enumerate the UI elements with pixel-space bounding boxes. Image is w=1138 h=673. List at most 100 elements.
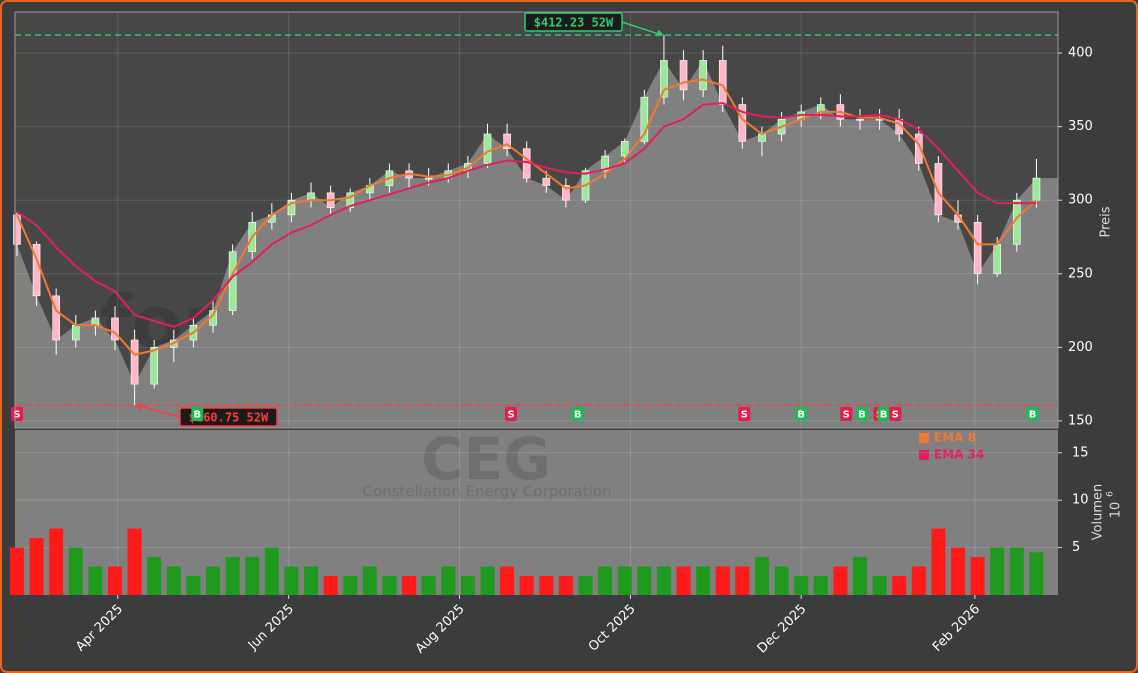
candle-body <box>562 185 570 201</box>
candle-body <box>915 133 923 164</box>
signal-label: S <box>13 410 20 421</box>
volume-bar <box>558 576 573 595</box>
volume-bar <box>441 566 456 595</box>
signal-marker <box>855 407 868 421</box>
signal-label: S <box>843 410 850 421</box>
candle-body <box>307 192 315 201</box>
legend-swatch <box>919 450 929 460</box>
volume-bar <box>598 566 613 595</box>
signal-marker <box>738 407 751 421</box>
watermark-ticker: CEG <box>421 425 551 493</box>
price-panel-border <box>14 11 1059 429</box>
volume-bar <box>421 576 436 595</box>
candle-body <box>150 347 158 385</box>
volume-bar <box>127 528 142 595</box>
signal-label: S <box>741 410 748 421</box>
price-area <box>15 60 1058 429</box>
candle-body <box>91 317 100 326</box>
candle-body <box>660 60 668 98</box>
candle-body <box>483 133 492 164</box>
volume-bar <box>578 576 593 595</box>
annotation-label: $412.23 52W <box>534 16 614 30</box>
volume-bar <box>519 576 534 595</box>
y-tick-label: 5 <box>1072 540 1080 555</box>
candle-body <box>816 104 825 113</box>
y-tick-label: 300 <box>1068 193 1093 208</box>
legend-label: EMA 34 <box>934 448 984 462</box>
volume-bar <box>9 547 24 595</box>
volume-bar <box>931 528 946 595</box>
signal-marker <box>877 407 890 421</box>
volume-bar <box>656 566 671 595</box>
volume-bar <box>264 547 279 595</box>
signal-marker <box>10 407 23 421</box>
signal-label: B <box>858 410 866 421</box>
candle-body <box>640 96 649 142</box>
volume-bar <box>754 557 769 595</box>
signal-marker <box>571 407 584 421</box>
signal-label: S <box>892 410 899 421</box>
candle-body <box>71 324 80 341</box>
volume-bar <box>147 557 162 595</box>
signal-marker <box>505 407 518 421</box>
candle-body <box>856 118 864 121</box>
y-tick-label: 15 <box>1072 445 1089 460</box>
volume-bar <box>284 566 299 595</box>
signal-label: B <box>574 410 582 421</box>
y-tick-label: 10 <box>1072 493 1089 508</box>
volume-bar <box>735 566 750 595</box>
watermark-company: Constellation Energy Corporation <box>362 483 611 501</box>
candle-body <box>287 199 296 216</box>
volume-bar <box>304 566 319 595</box>
y-tick-label: 350 <box>1068 119 1093 134</box>
volume-bar <box>225 557 240 595</box>
candle-body <box>130 339 139 385</box>
signal-label: S <box>507 410 514 421</box>
ema-line <box>16 102 1037 328</box>
y-tick-label: 150 <box>1068 413 1093 428</box>
volume-bar <box>88 566 103 595</box>
ema-line <box>16 78 1038 356</box>
volume-bar <box>186 576 201 595</box>
volume-bar <box>362 566 377 595</box>
arrow-head <box>656 29 664 37</box>
volume-bar <box>480 566 495 595</box>
annotation-label: $160.75 52W <box>189 411 269 425</box>
volume-bar <box>1009 547 1024 595</box>
volume-bar <box>637 566 652 595</box>
volume-bar <box>676 566 691 595</box>
volume-bar <box>245 557 260 595</box>
volume-bar <box>696 566 711 595</box>
volume-bar <box>29 538 44 595</box>
annotation-arrow <box>136 404 181 418</box>
y-tick-label: 400 <box>1068 46 1093 61</box>
candle-body <box>679 60 688 91</box>
volume-bar <box>1029 552 1044 595</box>
candle-body <box>1032 177 1041 201</box>
volume-bar <box>68 547 83 595</box>
volume-bar <box>382 576 397 595</box>
candle-body <box>346 192 355 208</box>
signal-label: B <box>194 410 202 421</box>
signal-label: B <box>880 410 888 421</box>
signal-label: B <box>797 410 805 421</box>
candle-body <box>718 60 727 105</box>
y-axis-unit: 10 <box>1109 502 1124 519</box>
volume-bar <box>774 566 789 595</box>
candle-body <box>503 133 511 150</box>
y-tick-label: 250 <box>1068 266 1093 281</box>
volume-bar <box>402 576 417 595</box>
signal-marker <box>191 407 204 421</box>
signal-marker <box>840 407 853 421</box>
volume-bar <box>500 566 515 595</box>
volume-bar <box>911 566 926 595</box>
candle-body <box>758 133 766 142</box>
volume-bar <box>990 547 1005 595</box>
volume-bar <box>833 566 848 595</box>
arrow-head <box>134 403 143 411</box>
volume-bar <box>206 566 221 595</box>
candle-body <box>601 155 609 172</box>
legend-label: EMA 8 <box>934 431 976 445</box>
candle-body <box>52 295 60 341</box>
